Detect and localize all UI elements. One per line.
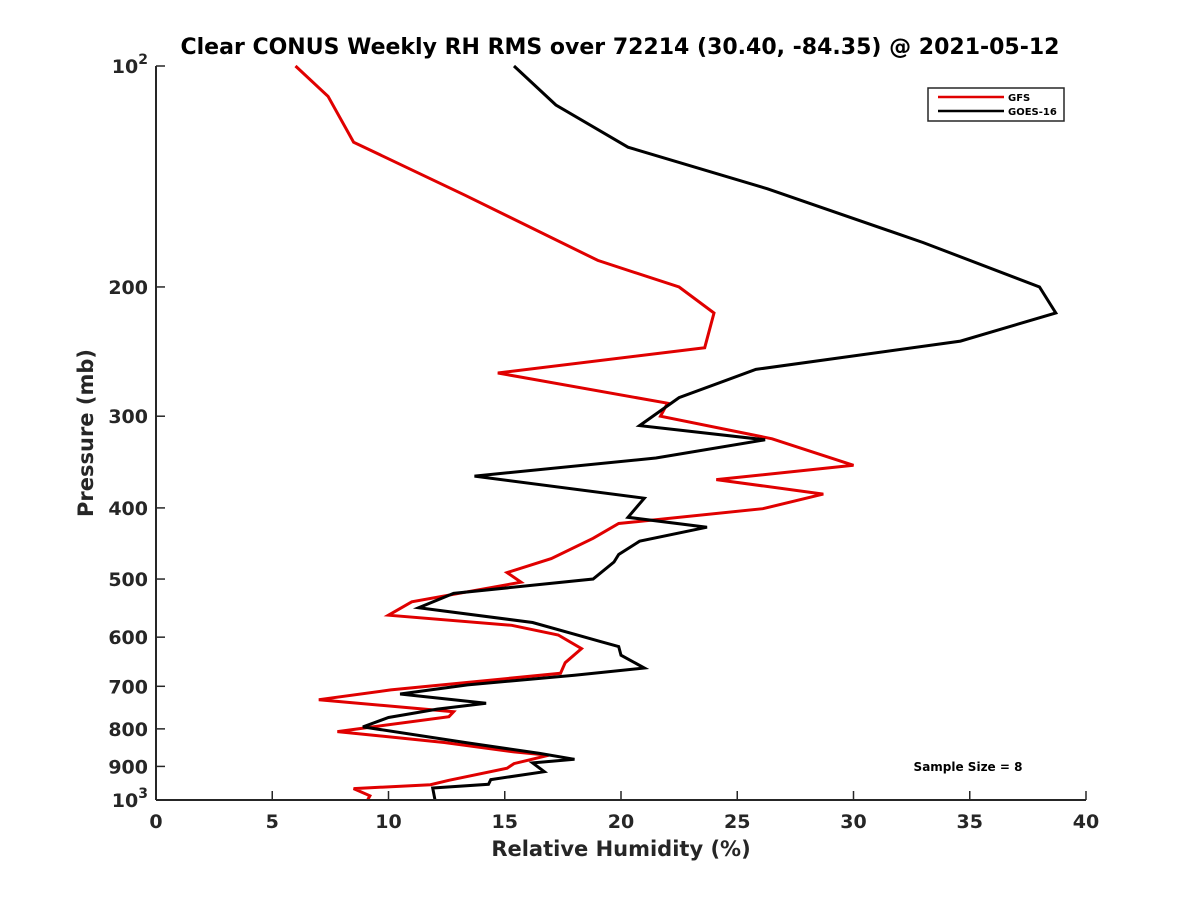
- x-tick-label: 25: [724, 811, 750, 833]
- x-axis-label: Relative Humidity (%): [491, 837, 750, 861]
- legend-entry-gfs: GFS: [1008, 93, 1030, 104]
- legend: GFS GOES-16: [927, 87, 1065, 122]
- x-tick-label: 30: [840, 811, 866, 833]
- y-tick-label: 700: [108, 676, 148, 698]
- legend-box: [927, 87, 1065, 122]
- series-line-goes16: [362, 64, 1059, 801]
- y-tick-label: 102: [112, 52, 148, 78]
- y-tick-label: 400: [108, 498, 148, 520]
- legend-entry-goes16: GOES-16: [1008, 107, 1057, 118]
- y-tick-label: 900: [108, 756, 148, 778]
- x-tick-label: 20: [608, 811, 634, 833]
- y-tick-label-base: 10: [112, 56, 138, 78]
- y-tick-label: 600: [108, 627, 148, 649]
- x-tick-label: 10: [375, 811, 401, 833]
- y-tick-label: 800: [108, 719, 148, 741]
- series-layer: [294, 64, 1059, 801]
- y-tick-label: 103: [112, 786, 148, 812]
- y-tick-label: 300: [108, 406, 148, 428]
- y-tick-label-exponent: 2: [138, 52, 148, 68]
- x-tick-label: 15: [492, 811, 518, 833]
- x-tick-label: 35: [957, 811, 983, 833]
- x-axis-ticks: 0 5 10 15 20 25 30 35 40: [149, 791, 1099, 833]
- y-tick-label-base: 10: [112, 790, 138, 812]
- chart-title: Clear CONUS Weekly RH RMS over 72214 (30…: [181, 35, 1060, 60]
- x-tick-label: 0: [149, 811, 162, 833]
- y-tick-label-exponent: 3: [138, 786, 148, 802]
- sample-size-annotation: Sample Size = 8: [914, 760, 1023, 774]
- y-axis-label: Pressure (mb): [74, 349, 98, 517]
- x-tick-label: 5: [266, 811, 279, 833]
- x-tick-label: 40: [1073, 811, 1099, 833]
- y-tick-label: 200: [108, 277, 148, 299]
- y-tick-label: 500: [108, 569, 148, 591]
